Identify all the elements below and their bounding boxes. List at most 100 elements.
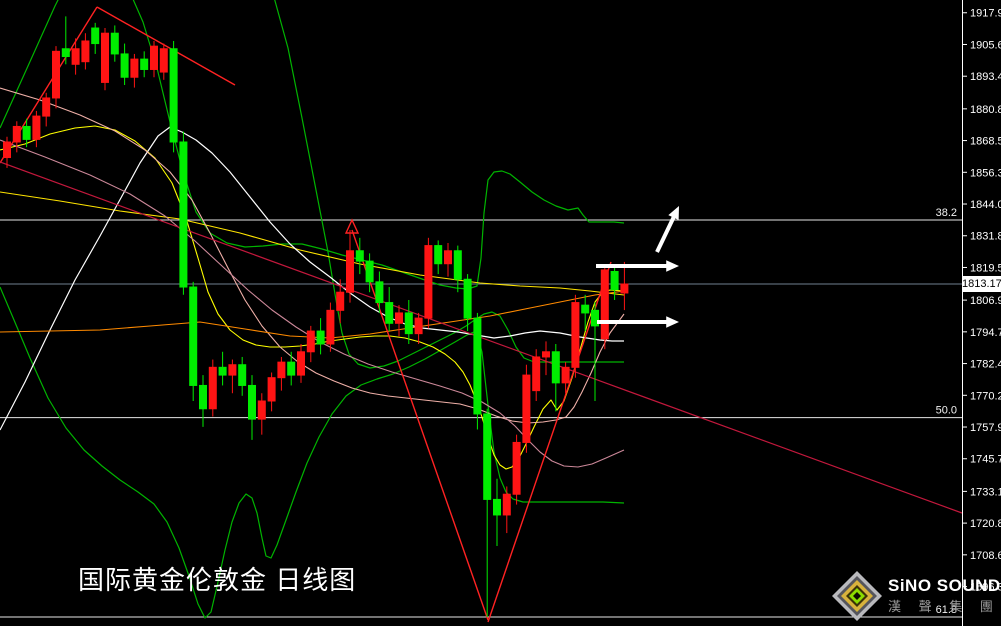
candle-bear <box>91 27 100 45</box>
candle-bear <box>473 317 482 415</box>
brand-name: SiNO SOUND <box>888 576 1001 595</box>
axis-tick-label: 1794.70 <box>970 327 1001 339</box>
candle-bear <box>551 351 560 384</box>
candle-bear <box>238 364 247 386</box>
axis-tick-label: 1868.55 <box>970 136 1001 148</box>
trendline-fall-peak[interactable] <box>96 6 236 86</box>
candle-bull <box>159 48 168 73</box>
axis-tick-label: 1893.40 <box>970 71 1001 83</box>
candle-bull <box>306 330 315 353</box>
price-axis-bg <box>962 0 1001 626</box>
axis-tick-label: 1917.90 <box>970 8 1001 20</box>
indicator-lines <box>0 0 625 619</box>
candle-bear <box>287 361 296 376</box>
brand-watermark: SiNO SOUND 漢 聲 集 團 <box>831 570 1001 622</box>
candle-bear <box>404 312 413 335</box>
candle-bear <box>355 250 364 262</box>
candle-bull <box>52 50 60 99</box>
candle-bull <box>346 250 354 293</box>
candle-bull <box>600 269 609 340</box>
candle-bull <box>414 317 423 335</box>
axis-tick-label: 1733.10 <box>970 486 1001 498</box>
candle-bear <box>120 53 129 78</box>
candle-bear <box>179 141 188 288</box>
candle-bear <box>375 281 384 304</box>
candle-bull <box>71 48 80 65</box>
price-axis[interactable]: 1917.90 1905.65 1893.40 1880.80 1868.55 1856.… <box>962 0 1001 626</box>
candle-bear <box>61 48 70 58</box>
candle-bear <box>248 384 256 420</box>
candle-bull <box>101 32 109 83</box>
candle-bull <box>561 366 570 384</box>
candle-bull <box>228 364 237 376</box>
v-line-left[interactable] <box>351 229 489 621</box>
fib-retracement[interactable]: 38.2 50.0 61.8 <box>0 207 962 618</box>
ma-white <box>0 126 624 431</box>
red-up-arrowhead[interactable] <box>344 218 360 234</box>
axis-tick-label: 1844.05 <box>970 199 1001 211</box>
candle-bear <box>218 366 227 376</box>
fib-label-38.2: 38.2 <box>936 207 957 219</box>
brand-logo-icon <box>832 571 882 621</box>
candle-bear <box>434 245 443 265</box>
candle-bear <box>483 413 492 500</box>
candle-bear <box>169 48 178 143</box>
ma-green-mid <box>274 0 624 369</box>
axis-tick-label: 1806.95 <box>970 295 1001 307</box>
candle-bear <box>453 250 462 280</box>
current-price-tag: 1813.17 <box>962 276 1001 292</box>
candle-bull <box>532 356 541 392</box>
arrow-diagonal-up[interactable] <box>655 213 677 253</box>
axis-tick-label: 1905.65 <box>970 39 1001 51</box>
candle-bull <box>267 377 276 402</box>
chart-title-overlay: 国际黄金伦敦金 日线图 <box>78 565 357 595</box>
candle-bull <box>522 374 531 443</box>
v-line-right[interactable] <box>487 261 612 623</box>
candle-bull <box>3 141 11 159</box>
brand-name-cn: 漢 聲 集 團 <box>888 599 1000 614</box>
ma-pink-fast <box>0 87 625 424</box>
candle-bear <box>365 260 374 283</box>
candle-bear <box>199 384 207 410</box>
candle-bull <box>620 283 629 294</box>
candle-bear <box>493 498 501 516</box>
axis-tick-label: 1757.95 <box>970 422 1001 434</box>
axis-tick-label: 1696.35 <box>970 582 1001 594</box>
candle-bull <box>257 400 266 420</box>
axis-tick-label: 1720.85 <box>970 518 1001 530</box>
candles[interactable] <box>3 16 629 617</box>
candle-bull <box>424 245 433 319</box>
candle-bull <box>130 58 139 78</box>
annotation-arrows[interactable] <box>596 206 679 328</box>
candle-bull <box>297 351 305 376</box>
axis-tick-label: 1708.60 <box>970 550 1001 562</box>
candle-bear <box>581 304 590 314</box>
candle-bear <box>385 302 394 324</box>
candle-bull <box>150 45 158 70</box>
arrow-diagonal-up-head <box>668 206 679 220</box>
ma-yellow-slow <box>0 191 625 296</box>
axis-tick-label: 1770.20 <box>970 390 1001 402</box>
trendlines[interactable] <box>0 6 963 623</box>
candle-bull <box>81 40 90 63</box>
bollinger-upper-left <box>0 0 59 129</box>
candle-bear <box>591 309 599 327</box>
candle-bear <box>610 270 619 291</box>
arrow-horizontal-1-head <box>666 260 679 272</box>
candle-bear <box>140 58 149 70</box>
candle-bear <box>463 278 472 319</box>
candle-bull <box>42 97 51 117</box>
candle-bull <box>542 351 550 358</box>
arrow-horizontal-2-head <box>666 316 679 328</box>
candle-bear <box>189 286 198 386</box>
candle-bull <box>512 441 521 495</box>
current-price-value: 1813.17 <box>962 278 1001 290</box>
candle-bull <box>208 366 217 410</box>
fib-label-50.0: 50.0 <box>936 405 957 417</box>
candle-bull <box>571 302 580 368</box>
candle-bear <box>110 32 119 55</box>
candle-bull <box>32 115 41 140</box>
axis-tick-label: 1856.30 <box>970 167 1001 179</box>
